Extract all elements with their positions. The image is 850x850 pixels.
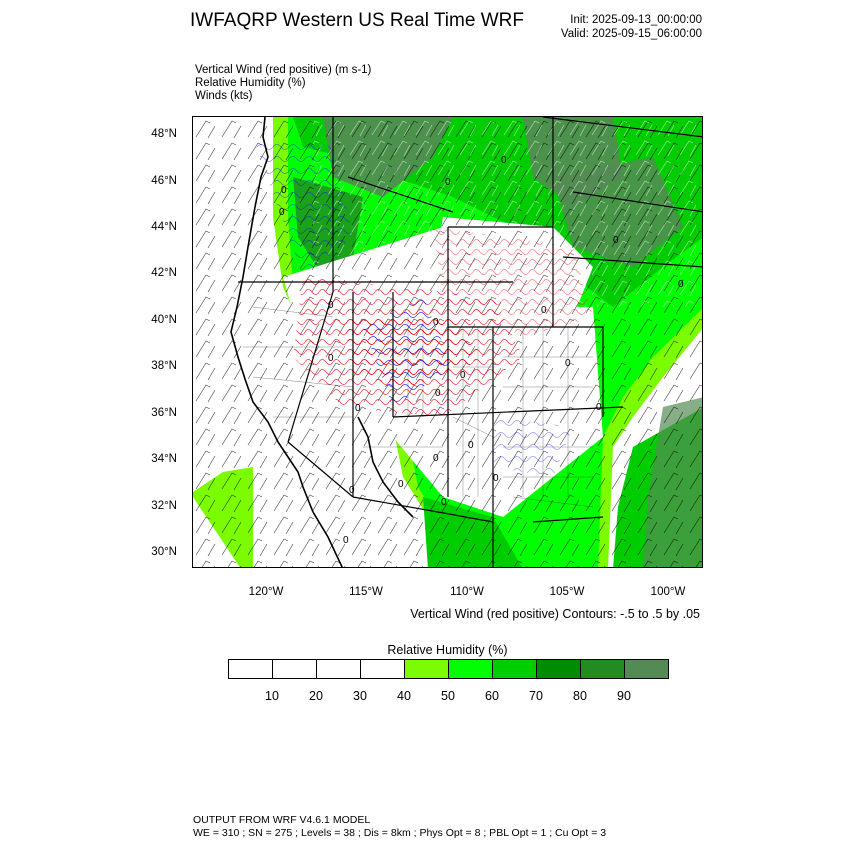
colorbar-box [405,660,449,678]
colorbar-tick: 70 [529,689,543,703]
contour-zero-label: 0 [493,473,499,484]
county-lines [243,306,594,508]
contour-zero-label: 0 [541,305,547,316]
colorbar-box [581,660,625,678]
contour-zero-label: 0 [468,440,474,451]
colorbar-box [493,660,537,678]
lat-label: 32°N [151,500,177,512]
contour-zero-label: 0 [433,453,439,464]
field-vertical-wind: Vertical Wind (red positive) (m s-1) [195,64,372,76]
lat-label: 40°N [151,314,177,326]
colorbar [228,659,669,679]
lon-label: 120°W [248,586,284,598]
lon-label: 100°W [650,586,686,598]
field-winds: Winds (kts) [195,90,253,102]
contour-zero-label: 0 [501,155,507,166]
colorbar-tick: 20 [309,689,323,703]
colorbar-box [449,660,493,678]
model-footer: OUTPUT FROM WRF V4.6.1 MODEL WE = 310 ; … [193,814,606,840]
lat-label: 48°N [151,128,177,140]
field-relative-humidity: Relative Humidity (%) [195,77,306,89]
colorbar-tick: 90 [617,689,631,703]
colorbar-box [273,660,317,678]
contour-zero-label: 0 [435,388,441,399]
colorbar-box [361,660,405,678]
colorbar-box [229,660,273,678]
lat-label: 34°N [151,453,177,465]
contour-zero-label: 0 [445,177,451,188]
colorbar-tick: 30 [353,689,367,703]
contour-zero-label: 0 [349,485,355,496]
contour-zero-label: 0 [279,207,285,218]
contour-zero-label: 0 [441,497,447,508]
lat-label: 46°N [151,175,177,187]
colorbar-title: Relative Humidity (%) [387,643,508,657]
contour-zero-label: 0 [343,535,349,546]
lat-label: 44°N [151,221,177,233]
contour-zero-label: 0 [281,185,287,196]
colorbar-box [537,660,581,678]
contour-zero-label: 0 [398,479,404,490]
contour-zero-label: 0 [565,358,571,369]
lon-label: 105°W [549,586,585,598]
map-canvas [193,117,702,567]
lon-label: 115°W [349,586,383,598]
colorbar-tick: 40 [397,689,411,703]
contour-zero-label: 0 [460,370,466,381]
lat-label: 42°N [151,267,177,279]
colorbar-tick: 60 [485,689,499,703]
contour-zero-label: 0 [355,403,361,414]
lon-label: 110°W [450,586,484,598]
contour-zero-label: 0 [596,402,602,413]
map-plot: 0 0 0 0 0 0 0 0 0 0 0 0 0 0 0 0 0 0 0 0 … [192,116,703,568]
field-list: Vertical Wind (red positive) (m s-1) Rel… [195,64,371,103]
contour-zero-label: 0 [613,235,619,246]
contour-zero-label: 0 [328,353,334,364]
init-valid-block: Init: 2025-09-13_00:00:00 Valid: 2025-09… [561,13,702,41]
colorbar-tick: 10 [265,689,279,703]
init-time: Init: 2025-09-13_00:00:00 [570,14,702,26]
valid-time: Valid: 2025-09-15_06:00:00 [560,28,702,40]
contour-zero-label: 0 [678,279,684,290]
contour-zero-label: 0 [328,300,334,311]
lat-label: 38°N [151,360,177,372]
colorbar-tick: 50 [441,689,455,703]
chart-title: IWFAQRP Western US Real Time WRF [190,10,524,31]
footer-model-line: OUTPUT FROM WRF V4.6.1 MODEL [193,814,371,826]
colorbar-box [625,660,668,678]
lat-label: 30°N [151,546,177,558]
footer-config-line: WE = 310 ; SN = 275 ; Levels = 38 ; Dis … [193,827,607,839]
coastline [230,117,414,567]
colorbar-box [317,660,361,678]
colorbar-tick: 80 [573,689,587,703]
contour-zero-label: 0 [433,317,439,328]
contour-note: Vertical Wind (red positive) Contours: -… [410,607,700,621]
lat-label: 36°N [151,407,177,419]
